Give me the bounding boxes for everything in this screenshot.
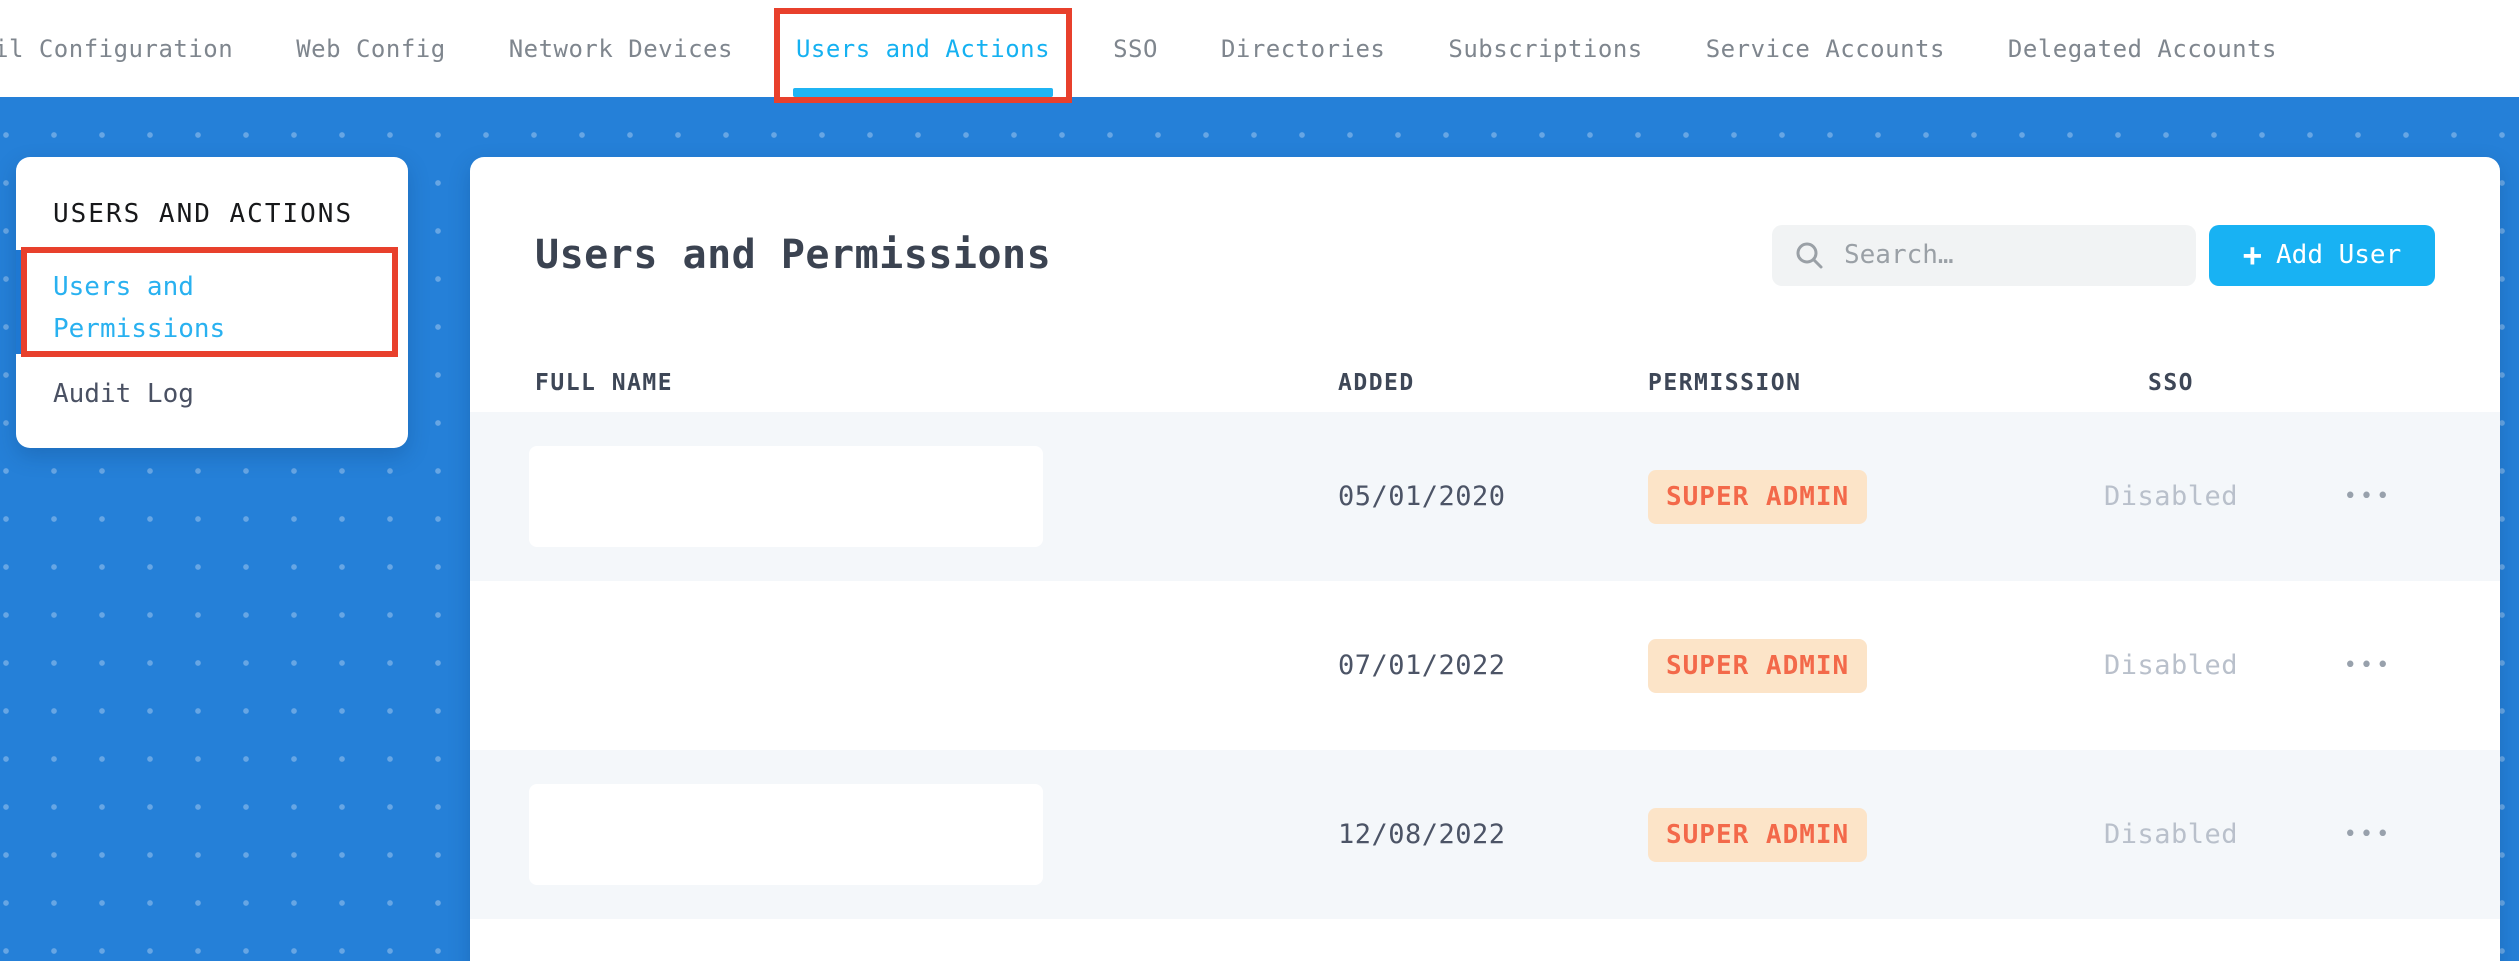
row-menu-ellipsis-icon[interactable]: ••• — [2343, 483, 2393, 509]
nav-tab-label: Directories — [1220, 34, 1386, 63]
permission-cell: SUPER ADMIN — [1648, 807, 2071, 862]
add-user-button[interactable]: + Add User — [2209, 224, 2435, 286]
column-header-full-name: FULL NAME — [535, 369, 674, 396]
sidebar-item-audit-log[interactable]: Audit Log — [53, 373, 371, 415]
nav-tab-label: Service Accounts — [1705, 34, 1945, 63]
actions-cell: ••• — [2271, 821, 2465, 847]
nav-tab-label: SSO — [1113, 34, 1158, 63]
nav-tab-configuration[interactable]: il Configuration — [0, 0, 233, 97]
active-tab-underline — [792, 88, 1054, 97]
redacted-name-box — [529, 615, 1043, 716]
added-date: 07/01/2022 — [1338, 650, 1506, 681]
table-header-row: FULL NAME ADDED PERMISSION SSO — [470, 353, 2500, 412]
card-header: Users and Permissions + Add User — [470, 157, 2500, 353]
full-name-cell — [529, 784, 1338, 885]
active-item-accent-bar — [16, 250, 25, 354]
table-row: 05/01/2020 SUPER ADMIN Disabled ••• — [470, 412, 2500, 581]
nav-tab-label: Network Devices — [508, 34, 733, 63]
sso-status: Disabled — [2103, 650, 2239, 681]
row-menu-ellipsis-icon[interactable]: ••• — [2343, 652, 2393, 678]
sso-status: Disabled — [2103, 819, 2239, 850]
column-header-added: ADDED — [1338, 369, 1415, 396]
redacted-name-box — [529, 784, 1043, 885]
nav-tab-subscriptions[interactable]: Subscriptions — [1448, 0, 1642, 97]
full-name-cell — [529, 446, 1338, 547]
nav-tab-label: il Configuration — [0, 34, 234, 63]
table-row: 07/01/2022 SUPER ADMIN Disabled ••• — [470, 581, 2500, 750]
column-header-sso: SSO — [2147, 369, 2195, 396]
nav-tab-label: Subscriptions — [1448, 34, 1643, 63]
nav-tab-network-devices[interactable]: Network Devices — [509, 0, 733, 97]
sidebar-card: USERS AND ACTIONS Users and Permissions … — [16, 157, 408, 448]
added-date: 05/01/2020 — [1338, 481, 1506, 512]
nav-tab-web-config[interactable]: Web Config — [296, 0, 446, 97]
top-nav: il Configuration Web Config Network Devi… — [0, 0, 2519, 103]
nav-tab-directories[interactable]: Directories — [1221, 0, 1385, 97]
actions-cell: ••• — [2271, 483, 2465, 509]
search-input-wrapper[interactable] — [1772, 224, 2196, 286]
permission-badge: SUPER ADMIN — [1648, 807, 1868, 862]
page-background: USERS AND ACTIONS Users and Permissions … — [0, 97, 2519, 961]
permission-cell: SUPER ADMIN — [1648, 469, 2071, 524]
added-date: 12/08/2022 — [1338, 819, 1506, 850]
column-header-permission: PERMISSION — [1648, 369, 1802, 396]
nav-tab-users-and-actions[interactable]: Users and Actions — [773, 0, 1073, 103]
nav-tab-service-accounts[interactable]: Service Accounts — [1706, 0, 1945, 97]
permission-badge: SUPER ADMIN — [1648, 469, 1868, 524]
nav-tab-sso[interactable]: SSO — [1113, 0, 1158, 97]
sso-status: Disabled — [2103, 481, 2239, 512]
redacted-name-box — [529, 446, 1043, 547]
page-title: Users and Permissions — [535, 232, 1052, 278]
table-row: 12/08/2022 SUPER ADMIN Disabled ••• — [470, 750, 2500, 919]
row-menu-ellipsis-icon[interactable]: ••• — [2343, 821, 2393, 847]
sidebar-title: USERS AND ACTIONS — [53, 199, 354, 229]
nav-tab-delegated-accounts[interactable]: Delegated Accounts — [2008, 0, 2277, 97]
sidebar-item-users-and-permissions[interactable]: Users and Permissions — [53, 266, 293, 350]
add-user-label: Add User — [2276, 240, 2402, 270]
nav-tab-label: Users and Actions — [795, 34, 1051, 63]
sidebar-item-label: Users and Permissions — [53, 272, 226, 344]
permission-cell: SUPER ADMIN — [1648, 638, 2071, 693]
nav-tab-label: Web Config — [296, 34, 446, 63]
search-input[interactable] — [1844, 240, 2176, 270]
plus-icon: + — [2242, 236, 2263, 274]
actions-cell: ••• — [2271, 652, 2465, 678]
permission-badge: SUPER ADMIN — [1648, 638, 1868, 693]
search-icon — [1796, 242, 1823, 269]
nav-tab-label: Delegated Accounts — [2007, 34, 2278, 63]
full-name-cell — [529, 615, 1338, 716]
sidebar-item-label: Audit Log — [53, 379, 194, 409]
main-card: Users and Permissions + Add User FULL NA… — [470, 157, 2500, 961]
